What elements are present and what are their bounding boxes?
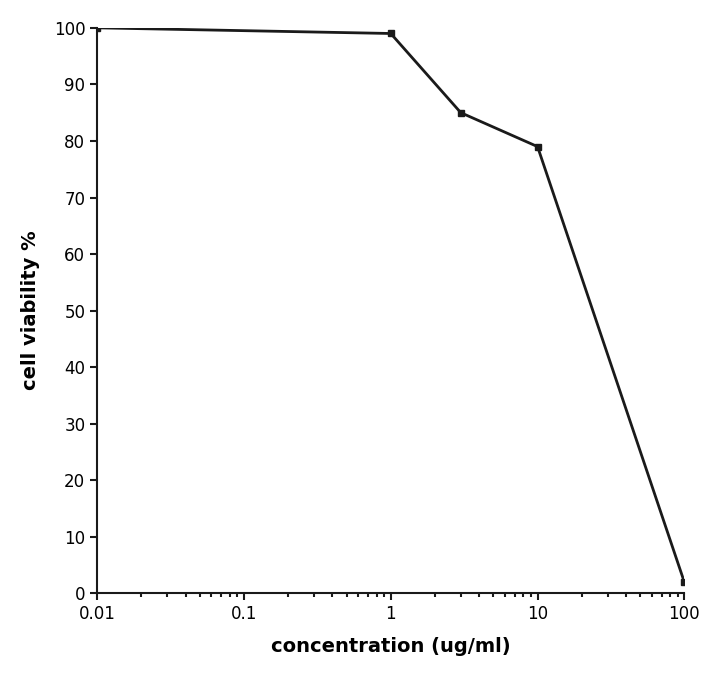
Y-axis label: cell viability %: cell viability % [21, 231, 40, 391]
X-axis label: concentration (ug/ml): concentration (ug/ml) [271, 637, 510, 656]
